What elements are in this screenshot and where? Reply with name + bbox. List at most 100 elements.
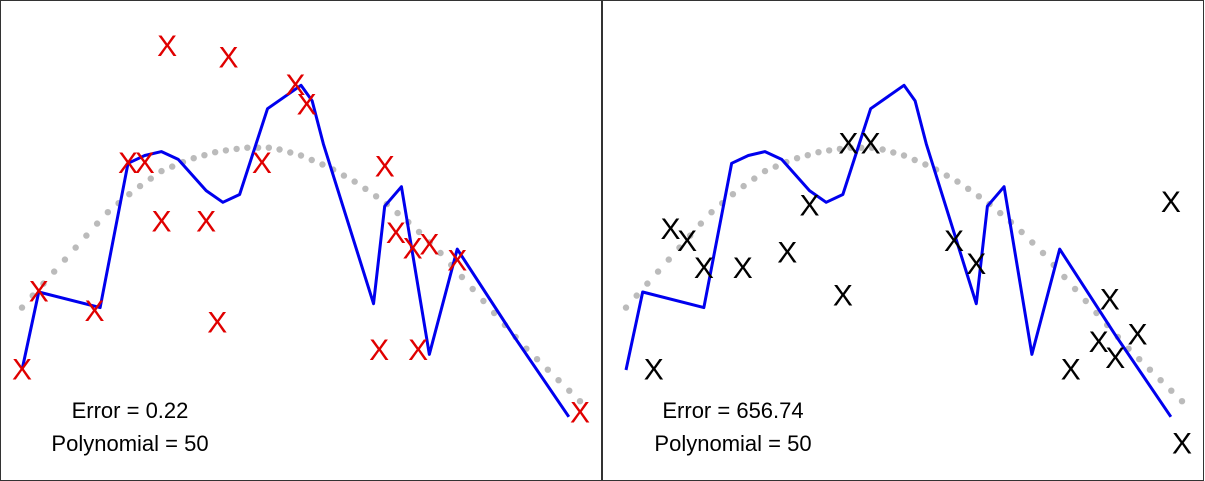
true-curve-dot xyxy=(158,167,165,175)
data-point-marker: X xyxy=(660,213,680,246)
data-point-marker: X xyxy=(297,88,317,121)
true-curve-dot xyxy=(804,152,811,159)
true-curve-dot xyxy=(566,387,573,394)
true-curve-dot xyxy=(1146,366,1154,373)
data-point-marker: X xyxy=(408,334,428,367)
true-curve-dot xyxy=(868,144,876,151)
data-point-marker: X xyxy=(644,354,664,387)
true-curve-dot xyxy=(136,182,144,190)
data-point-marker: X xyxy=(285,69,305,102)
data-point-marker: X xyxy=(1100,283,1120,316)
true-curve-dot xyxy=(190,155,197,162)
true-curve-dot xyxy=(751,175,758,182)
true-curve-dot xyxy=(943,172,950,179)
true-curve-dot xyxy=(922,161,929,168)
true-curve-dot xyxy=(697,220,705,227)
true-curve-dot xyxy=(394,209,401,217)
true-curve-dot xyxy=(654,268,662,275)
true-curve-dot xyxy=(169,163,176,170)
true-curve-dot xyxy=(964,185,972,192)
data-point-marker: X xyxy=(218,42,238,75)
true-curve-dot xyxy=(622,304,630,311)
true-curve-dot xyxy=(211,149,219,156)
data-point-marker: X xyxy=(861,127,881,160)
data-point-marker: X xyxy=(375,151,395,184)
data-point-marker: X xyxy=(252,147,272,180)
true-curve-dot xyxy=(297,152,305,159)
true-curve-dot xyxy=(319,161,326,168)
true-curve-dot xyxy=(544,366,552,373)
true-curve-dot xyxy=(18,304,26,311)
error-annotation: Error = 0.22 xyxy=(72,398,189,423)
true-curve-dot xyxy=(437,249,444,257)
data-point-marker: X xyxy=(196,205,216,238)
true-curve-dot xyxy=(1136,356,1143,363)
true-curve-dot xyxy=(340,172,348,179)
data-point-marker: X xyxy=(85,295,105,328)
true-curve-dot xyxy=(469,285,476,293)
true-curve-dot xyxy=(825,147,833,154)
panel-border xyxy=(0,0,602,481)
true-curve-dot xyxy=(147,175,154,182)
true-curve-dot xyxy=(362,185,369,192)
true-curve-dot xyxy=(676,244,683,251)
data-point-marker: X xyxy=(1128,318,1148,351)
data-point-marker: X xyxy=(838,127,858,160)
data-point-marker: X xyxy=(944,225,964,258)
true-curve-dot xyxy=(351,178,358,185)
true-curve-dot xyxy=(104,209,112,216)
data-point-marker: X xyxy=(1105,342,1125,375)
true-curve-dot xyxy=(644,280,651,287)
polynomial-annotation: Polynomial = 50 xyxy=(51,431,208,456)
true-curve-dot xyxy=(708,209,715,216)
data-point-marker: X xyxy=(369,334,389,367)
true-curve-dot xyxy=(879,146,886,153)
true-curve-dot xyxy=(415,228,423,236)
true-curve-dot xyxy=(222,147,230,154)
true-curve-dot xyxy=(1061,273,1068,281)
data-point-marker: X xyxy=(833,279,853,312)
true-curve-dot xyxy=(555,377,562,384)
data-point-marker: X xyxy=(677,225,697,258)
data-point-marker: X xyxy=(118,147,138,180)
data-point-marker: X xyxy=(207,307,227,340)
true-curve-dot xyxy=(1157,377,1164,384)
true-curve-dot xyxy=(265,144,273,151)
true-curve-dot xyxy=(50,268,58,275)
data-point-marker: X xyxy=(29,276,49,309)
data-point-marker: X xyxy=(1089,326,1109,359)
true-curve-dot xyxy=(772,163,779,170)
true-curve-dot xyxy=(40,280,47,287)
data-point-marker: X xyxy=(1061,354,1081,387)
true-curve-dot xyxy=(911,156,918,164)
true-curve-dot xyxy=(847,144,854,151)
true-curve xyxy=(622,144,1186,405)
true-curve-dot xyxy=(1029,239,1036,246)
data-point-marker: X xyxy=(12,354,32,387)
true-curve-dot xyxy=(1082,297,1089,305)
true-curve-dot xyxy=(740,182,747,190)
data-point-marker: X xyxy=(777,237,797,270)
true-curve-dot xyxy=(61,256,69,263)
true-curve-dot xyxy=(1178,398,1186,405)
true-curve-dot xyxy=(576,398,584,405)
true-curve-dot xyxy=(793,155,801,162)
data-point-marker: X xyxy=(419,229,439,262)
true-curve-dot xyxy=(458,273,466,281)
true-curve-dot xyxy=(126,191,133,198)
true-curve-dot xyxy=(1168,387,1175,394)
data-point-marker: X xyxy=(733,252,753,285)
true-curve-dot xyxy=(93,220,101,227)
data-point-marker: X xyxy=(1172,428,1192,461)
true-curve-dot xyxy=(29,292,36,299)
true-curve-dot xyxy=(480,297,487,305)
true-curve-dot xyxy=(815,149,822,156)
true-curve-dot xyxy=(372,193,380,200)
true-curve-dot xyxy=(836,145,844,153)
true-curve-dot xyxy=(686,232,694,239)
true-curve-dot xyxy=(633,292,640,299)
